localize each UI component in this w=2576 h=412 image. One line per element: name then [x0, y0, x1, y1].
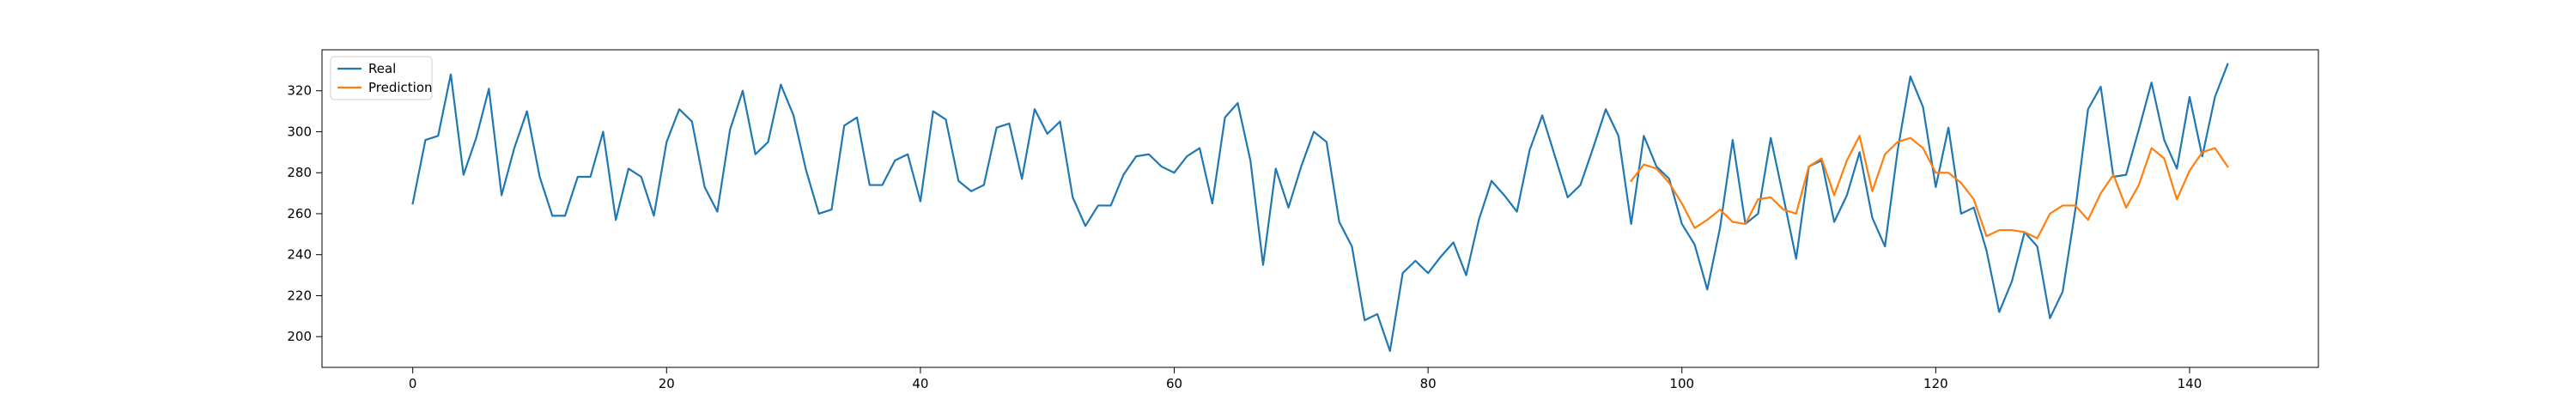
legend-box — [330, 56, 433, 100]
x-tick-label: 100 — [1669, 376, 1694, 391]
legend-label-real: Real — [368, 61, 396, 76]
y-tick-label: 260 — [287, 206, 312, 221]
x-tick-label: 0 — [409, 376, 417, 391]
legend: Real Prediction — [330, 56, 433, 100]
series-line-real — [411, 63, 2229, 352]
x-tick-label: 60 — [1166, 376, 1182, 391]
x-tick-label: 120 — [1923, 376, 1948, 391]
y-tick-label: 240 — [287, 247, 312, 263]
y-tick-label: 280 — [287, 165, 312, 180]
y-tick-label: 220 — [287, 288, 312, 303]
y-tick-label: 320 — [287, 83, 312, 99]
y-tick-label: 300 — [287, 124, 312, 139]
x-tick-label: 40 — [912, 376, 928, 391]
y-axis: 200 220 240 260 280 300 320 — [287, 83, 322, 344]
x-tick-label: 20 — [659, 376, 675, 391]
y-tick-label: 200 — [287, 329, 312, 344]
x-tick-label: 80 — [1420, 376, 1437, 391]
x-axis: 0 20 40 60 80 100 120 140 — [409, 367, 2202, 391]
series-line-prediction — [1630, 135, 2229, 239]
series-layer — [411, 63, 2229, 352]
plot-frame — [321, 49, 2319, 368]
plot-area — [322, 50, 2318, 367]
legend-label-prediction: Prediction — [368, 80, 433, 95]
x-tick-label: 140 — [2178, 376, 2202, 391]
